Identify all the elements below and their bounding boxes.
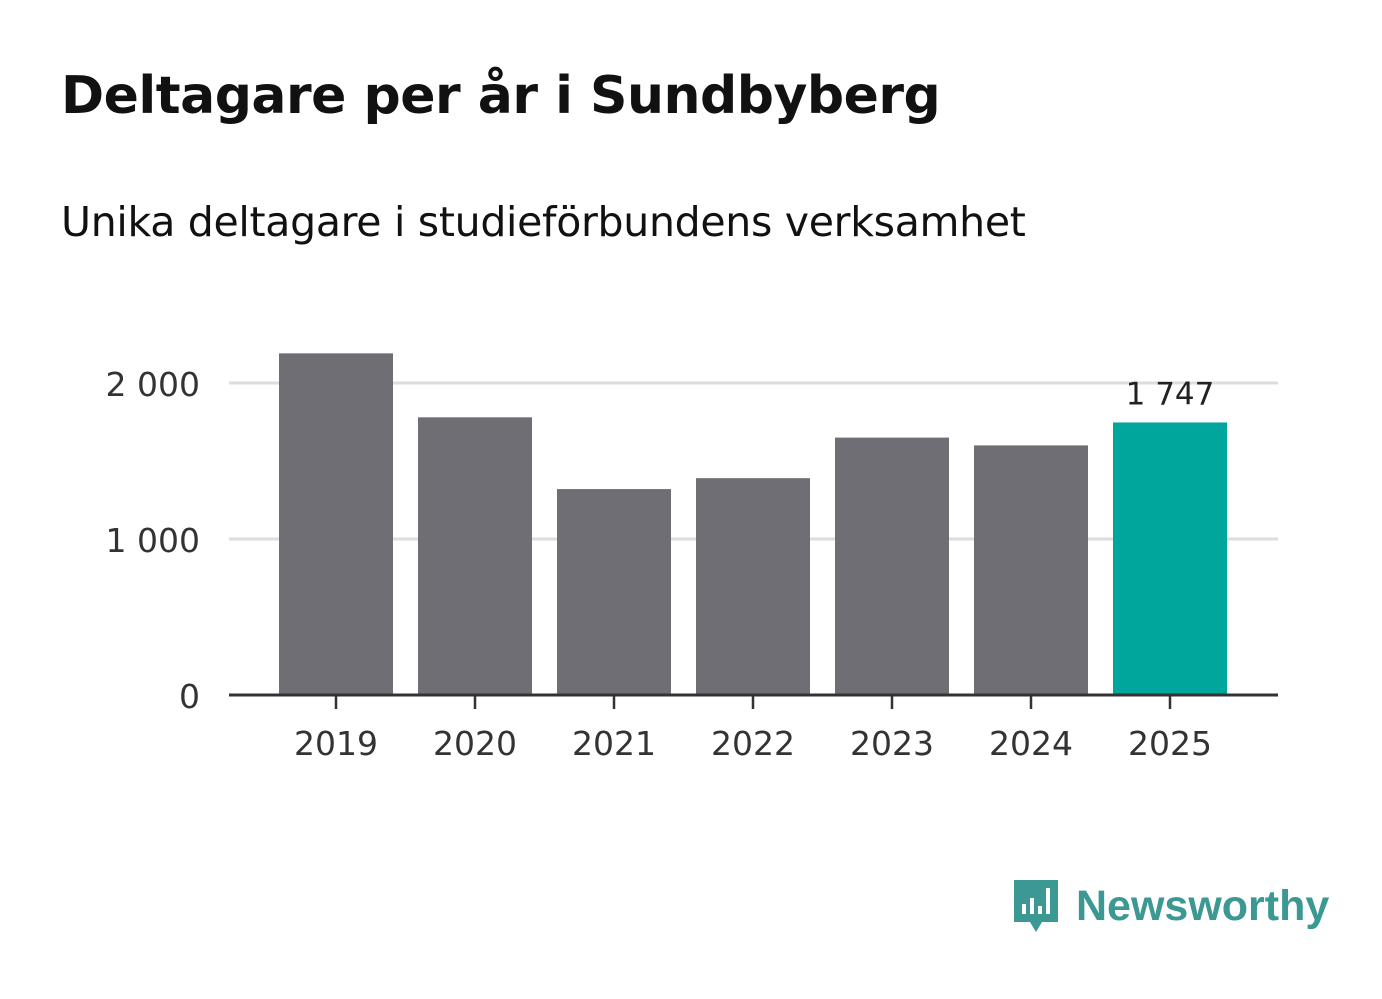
y-tick-label: 2 000 [106,365,200,404]
bar-2025 [1113,422,1227,695]
x-tick-label: 2022 [711,724,795,763]
bars [279,353,1227,695]
x-tick-label: 2021 [572,724,656,763]
x-tick-label: 2020 [433,724,517,763]
bar-2024 [974,445,1088,695]
brand-name: Newsworthy [1076,881,1330,930]
chart-title: Deltagare per år i Sundbyberg [61,66,941,126]
bar-2022 [696,478,810,695]
x-tick-label: 2023 [850,724,934,763]
brand-logo: Newsworthy [1010,876,1329,936]
x-tick-label: 2025 [1128,724,1212,763]
data-label: 1 747 [1126,376,1215,412]
y-tick-label: 1 000 [106,521,200,560]
newsworthy-logo-icon [1014,880,1058,932]
bar-2020 [418,417,532,695]
x-tick-label: 2019 [294,724,378,763]
x-axis [229,693,1278,709]
y-tick-label: 0 [179,677,200,716]
chart-subtitle: Unika deltagare i studieförbundens verks… [61,198,1026,246]
bar-2019 [279,353,393,695]
x-tick-label: 2024 [989,724,1073,763]
bar-2023 [835,437,949,695]
bar-2021 [557,489,671,695]
labels: 0 1 000 2 000 1 747 2019 2020 2021 2022 2023 2024… [106,365,1215,763]
